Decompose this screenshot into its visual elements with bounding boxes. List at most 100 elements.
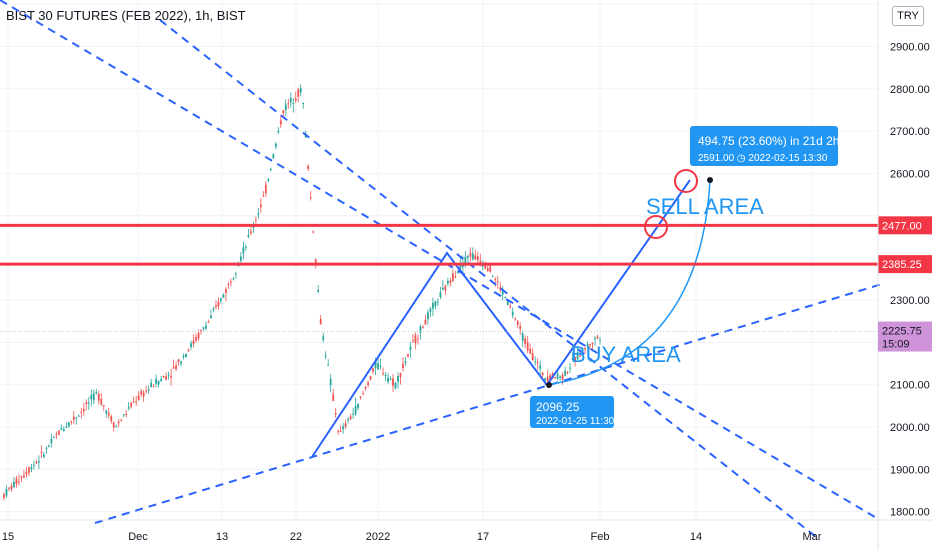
candle [25,467,28,478]
candle [23,470,25,479]
candle [180,360,182,367]
low-label-line2: 2022-01-25 11:30 [536,416,615,427]
candle [394,381,397,390]
candle [50,433,53,448]
candle [559,375,562,382]
candle [112,421,115,432]
level-price-label: 2385.25 [882,259,922,271]
target-point-marker [707,177,713,183]
candle [230,278,232,287]
candle [210,309,212,319]
candle [414,332,417,350]
candle [162,375,165,378]
candle [205,321,207,331]
resistance-trendline-lower [159,19,821,541]
candle [299,84,302,97]
candle [47,443,50,448]
candle [45,446,48,454]
candle [432,297,434,316]
candle [382,367,384,376]
low-label-box[interactable] [530,396,614,428]
candle [140,388,143,397]
candle [392,373,394,392]
candle [107,408,110,419]
candle [312,230,315,234]
sell-area-label[interactable]: SELL AREA [646,194,764,219]
support-trendline [94,283,883,524]
candle [55,431,58,439]
candle [252,221,255,233]
chart-title: BIST 30 FUTURES (FEB 2022), 1h, BIST [6,8,246,23]
candle [589,343,591,350]
candle [274,142,277,150]
candle [397,372,399,389]
candle [409,341,412,358]
candle [307,164,310,172]
candle [115,424,118,428]
candle [439,286,442,300]
candle [122,413,125,418]
candle [389,376,392,381]
candle [242,241,245,260]
candle [349,413,352,421]
candle [566,370,569,375]
candle [165,372,167,381]
candle [77,414,80,417]
measure-label-box[interactable] [690,126,838,166]
candle [87,396,90,411]
candle [172,359,175,369]
candle [150,378,153,388]
candle [509,303,512,310]
candle [499,281,502,293]
candle [369,376,372,381]
candle [489,265,492,273]
candle [344,419,347,430]
candle [35,459,38,465]
candle [379,358,382,370]
candle [92,389,95,405]
candle [272,153,275,159]
candle [155,374,158,388]
buy-area-label[interactable]: BUY AREA [571,342,681,367]
candle [40,445,43,459]
candle [496,275,499,289]
y-tick-label: 2100.00 [890,380,930,392]
candle [267,177,270,183]
candle [441,280,444,291]
candle [294,91,297,104]
countdown-label: 15:09 [882,339,910,351]
candle [402,357,404,372]
y-tick-label: 1800.00 [890,507,930,519]
candle [62,426,65,432]
candle [486,265,489,273]
candle [541,372,544,379]
candle [57,430,60,436]
level-price-label: 2477.00 [882,220,922,232]
candle [359,396,362,400]
candle [135,396,138,406]
candle [407,353,409,358]
candle [185,353,187,358]
candle [127,402,130,411]
candle [302,102,305,109]
candle [287,98,290,110]
candle [327,359,330,366]
currency-button[interactable]: TRY [892,6,924,26]
candle [424,314,427,325]
candle [220,297,222,304]
candle [132,396,135,404]
candle [207,319,210,323]
candle [474,250,477,261]
candle [576,345,579,360]
candle [289,92,292,108]
target-circle-top [674,169,698,193]
candle [322,332,325,343]
measure-label-line2: 2591.00 ◷ 2022-02-15 13:30 [698,153,828,164]
candle [466,254,469,262]
candle [342,422,345,434]
candle [262,191,265,197]
last-price-tag [878,321,932,352]
candle [75,416,78,425]
candle [526,336,529,354]
